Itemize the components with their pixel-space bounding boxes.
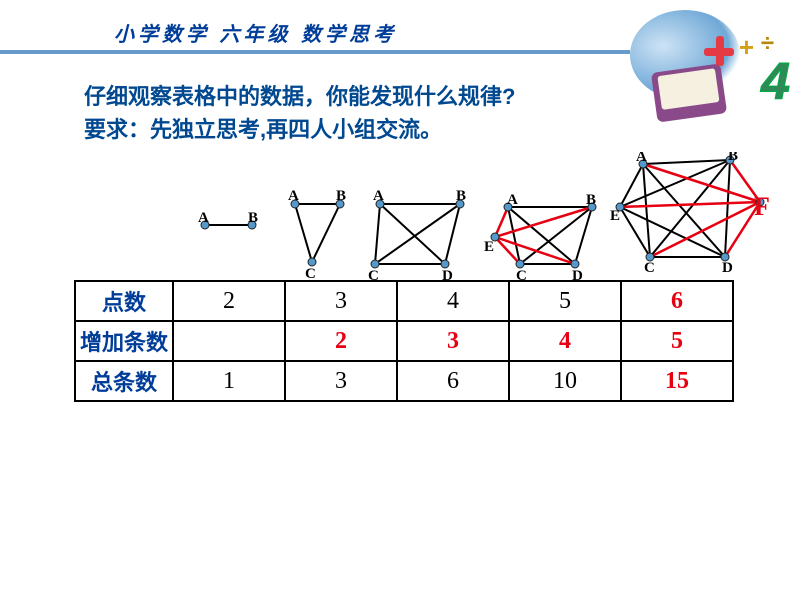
corner-art: + ÷ 4 [654, 30, 784, 120]
row-label-points: 点数 [75, 281, 173, 321]
cell: 6 [397, 361, 509, 401]
svg-text:A: A [198, 210, 209, 226]
svg-text:B: B [248, 210, 258, 226]
cell: 15 [621, 361, 733, 401]
svg-text:C: C [644, 260, 655, 276]
header-divider [0, 50, 630, 54]
plus-icon: + [739, 32, 754, 63]
cell [173, 321, 285, 361]
cell: 1 [173, 361, 285, 401]
graph-5: A B C D E [484, 192, 596, 282]
cell: 3 [285, 361, 397, 401]
svg-text:D: D [722, 260, 733, 276]
cell: 5 [509, 281, 621, 321]
table-row: 点数 2 3 4 5 6 [75, 281, 733, 321]
cell: 2 [285, 321, 397, 361]
graph-6: A B C D E [610, 152, 764, 276]
cell: 4 [397, 281, 509, 321]
diagrams-svg: A B A B C A B C D [80, 152, 780, 282]
svg-text:B: B [728, 152, 738, 164]
cell: 6 [621, 281, 733, 321]
svg-text:E: E [610, 208, 620, 224]
table-row: 增加条数 2 3 4 5 [75, 321, 733, 361]
cell: 5 [621, 321, 733, 361]
graph-3: A B C [288, 188, 346, 282]
svg-text:B: B [336, 188, 346, 204]
book-icon [651, 63, 727, 122]
row-label-total: 总条数 [75, 361, 173, 401]
cell: 10 [509, 361, 621, 401]
question-line-2: 要求：先独立思考,再四人小组交流。 [84, 113, 515, 146]
graph-2: A B [198, 210, 258, 229]
label-F: F [754, 192, 770, 222]
data-table: 点数 2 3 4 5 6 增加条数 2 3 4 5 总条数 1 3 6 10 1… [74, 280, 734, 402]
cell: 3 [397, 321, 509, 361]
cell: 4 [509, 321, 621, 361]
svg-text:B: B [586, 192, 596, 208]
svg-text:A: A [636, 152, 647, 165]
svg-text:A: A [288, 188, 299, 204]
svg-text:E: E [484, 239, 494, 255]
four-icon: 4 [761, 52, 790, 112]
graph-4: A B C D [368, 188, 466, 282]
question-text: 仔细观察表格中的数据，你能发现什么规律? 要求：先独立思考,再四人小组交流。 [84, 80, 515, 146]
table-row: 总条数 1 3 6 10 15 [75, 361, 733, 401]
graph-diagrams: A B A B C A B C D [80, 152, 780, 282]
svg-text:A: A [373, 188, 384, 204]
cell: 3 [285, 281, 397, 321]
question-line-1: 仔细观察表格中的数据，你能发现什么规律? [84, 80, 515, 113]
cell: 2 [173, 281, 285, 321]
svg-text:B: B [456, 188, 466, 204]
row-label-added: 增加条数 [75, 321, 173, 361]
page-header: 小学数学 六年级 数学思考 [114, 18, 397, 47]
svg-text:A: A [507, 192, 518, 208]
cross-icon [704, 36, 734, 66]
